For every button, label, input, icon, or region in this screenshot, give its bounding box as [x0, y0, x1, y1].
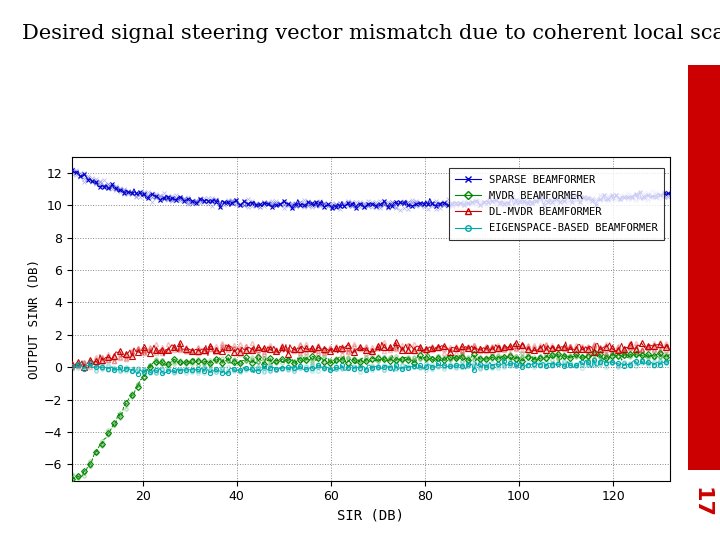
Text: Desired signal steering vector mismatch due to coherent local scattering: Desired signal steering vector mismatch …: [22, 24, 720, 43]
X-axis label: SIR (DB): SIR (DB): [337, 509, 405, 523]
Text: 17: 17: [692, 488, 712, 518]
Legend: SPARSE BEAMFORMER, MVDR BEAMFORMER, DL-MVDR BEAMFORMER, EIGENSPACE-BASED BEAMFOR: SPARSE BEAMFORMER, MVDR BEAMFORMER, DL-M…: [449, 168, 665, 240]
Y-axis label: OUTPUT SINR (DB): OUTPUT SINR (DB): [28, 259, 41, 379]
